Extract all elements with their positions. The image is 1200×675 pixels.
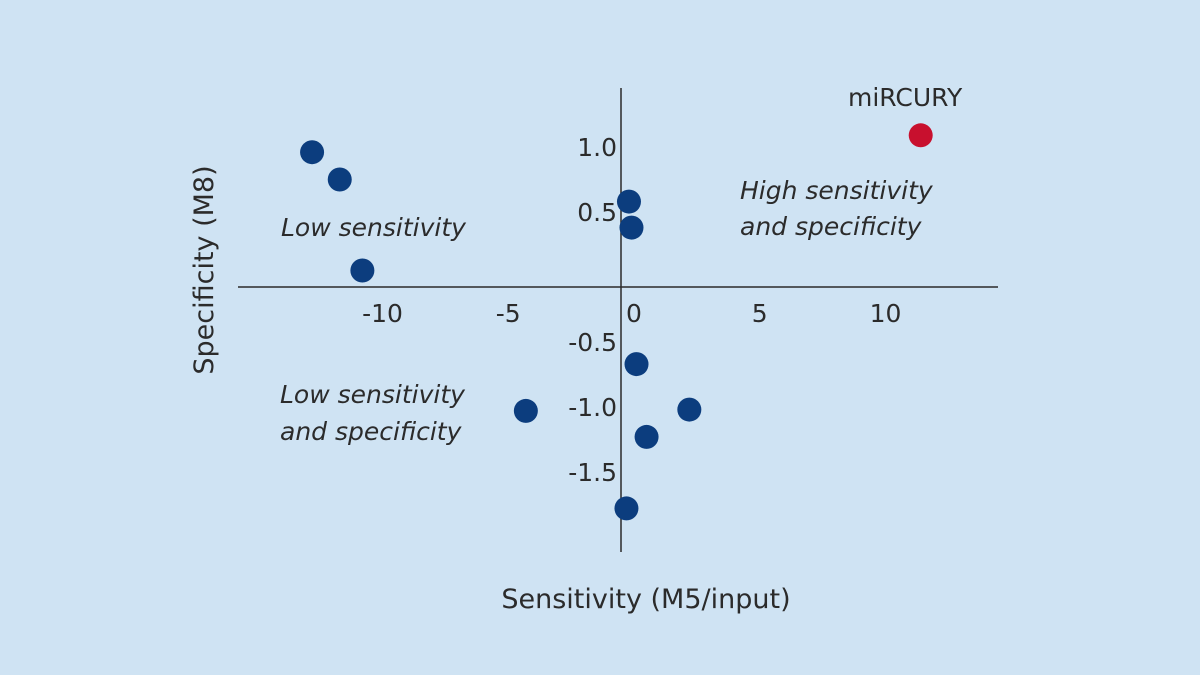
- annotation-low-both-2: and specificity: [280, 417, 463, 446]
- x-tick-label: -10: [362, 299, 403, 328]
- y-tick-label: -1.5: [568, 458, 617, 487]
- annotation-low-sensitivity: Low sensitivity: [281, 213, 467, 242]
- data-point: [350, 258, 375, 283]
- y-tick-label: 0.5: [577, 198, 617, 227]
- data-point: [677, 397, 702, 422]
- y-tick-label: -1.0: [568, 393, 617, 422]
- annotation-mircury: miRCURY: [848, 83, 963, 112]
- data-point: [300, 140, 325, 165]
- annotation-high-2: and specificity: [740, 212, 923, 241]
- y-axis-label: Specificity (M8): [189, 165, 220, 374]
- data-point: [619, 215, 644, 240]
- x-axis-label: Sensitivity (M5/input): [501, 584, 790, 615]
- data-point: [616, 189, 641, 214]
- y-tick-label: 1.0: [577, 133, 617, 162]
- data-point: [634, 424, 659, 449]
- annotation-low-both-1: Low sensitivity: [280, 380, 466, 409]
- annotation-high-1: High sensitivity: [740, 176, 934, 205]
- data-point: [614, 496, 639, 521]
- x-tick-label: 0: [626, 299, 642, 328]
- x-tick-label: 5: [752, 299, 768, 328]
- data-point: [513, 398, 538, 423]
- y-tick-label: -0.5: [568, 328, 617, 357]
- x-tick-label: -5: [496, 299, 521, 328]
- data-point: [327, 167, 352, 192]
- x-tick-label: 10: [870, 299, 902, 328]
- data-point-mircury: [908, 123, 933, 148]
- data-point: [624, 352, 649, 377]
